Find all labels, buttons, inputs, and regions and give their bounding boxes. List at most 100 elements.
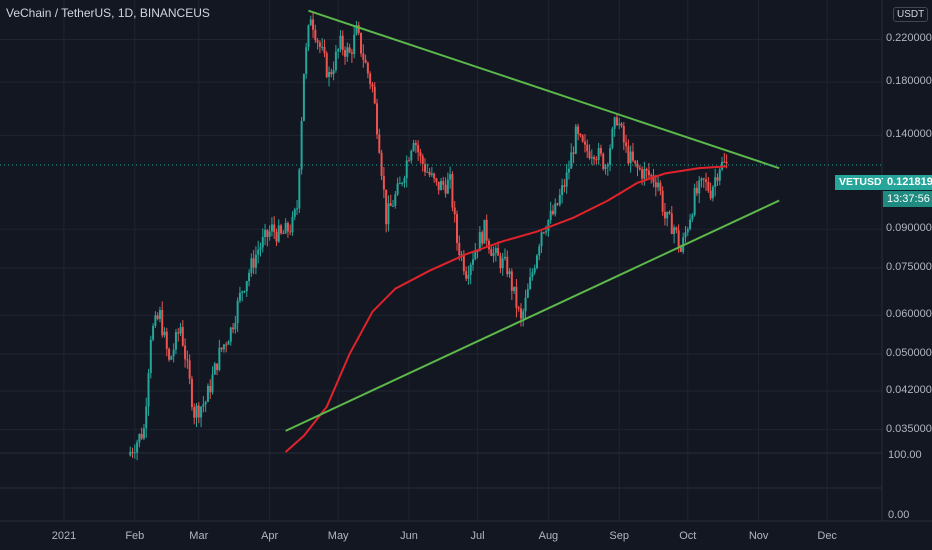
candle-body [382,176,385,190]
candle-body [396,183,399,195]
candle-body [291,216,294,233]
candle-body [533,268,536,273]
candle-body [499,255,502,269]
symbol-label: VETUSDT [835,175,893,190]
candle-body [280,225,283,234]
candle-body [161,310,164,336]
candle-body [570,152,573,169]
candle-body [417,145,420,153]
candle-body [476,250,479,252]
candle-body [707,181,710,191]
candle-body [129,451,132,456]
candle-body [643,168,646,179]
candle-body [561,185,564,195]
candle-body [321,46,324,48]
candle-body [357,25,360,33]
candle-body [478,232,481,252]
candle-body [238,292,241,301]
candle-body [385,189,388,225]
candle-body [631,151,634,161]
candle-body [545,231,548,233]
candle-body [204,401,207,405]
lower-pane-tick: 0.00 [888,509,910,521]
x-tick-label: Jun [400,530,418,542]
candle-body [695,187,698,194]
candle-body [647,170,650,176]
candle-body [652,175,655,183]
candle-body [136,442,139,453]
candle-body [508,271,511,275]
candle-body [284,223,287,234]
candle-body [225,344,228,346]
candle-body [574,126,577,154]
candle-body [609,148,612,165]
candle-body [264,229,267,237]
candle-body [565,172,568,187]
candle-body [433,173,436,179]
candle-body [693,187,696,215]
candle-body [579,133,582,136]
candle-body [650,175,653,177]
candle-body [389,203,392,207]
candle-body [522,311,525,319]
moving-average-line [284,165,727,453]
candle-body [725,162,728,164]
candle-body [193,407,196,418]
candle-body [714,177,717,187]
x-tick-label: Aug [538,530,559,542]
candle-body [419,152,422,157]
y-tick-label: 0.050000 [886,346,932,359]
candle-body [177,332,180,334]
candle-body [362,53,365,60]
candle-body [360,32,363,54]
candle-body [586,144,589,152]
candle-body [471,259,474,265]
candle-body [328,72,331,77]
x-tick-label: May [327,530,349,542]
upper-trendline [308,9,780,170]
candle-body [140,434,143,439]
candle-body [184,345,187,360]
candle-body [599,148,602,154]
candle-body [268,231,271,237]
candle-body [602,153,605,169]
candle-body [227,341,230,345]
candle-body [711,186,714,199]
candle-body [684,232,687,238]
candle-body [293,209,296,217]
candle-body [266,229,269,237]
candle-body [702,178,705,180]
candle-body [645,168,648,171]
candle-body [657,182,660,188]
candle-body [387,203,390,225]
candle-body [501,258,504,269]
candle-body [538,246,541,256]
y-tick-label: 0.075000 [886,260,932,273]
candle-body [410,150,413,161]
candle-body [147,373,150,407]
candle-body [330,72,333,75]
candle-body [222,344,225,350]
candle-body [273,224,276,233]
lower-pane-tick: 100.00 [888,449,922,461]
candle-body [483,219,486,244]
candle-body [421,156,424,165]
candle-body [455,214,458,243]
candle-body [380,152,383,177]
candle-body [549,210,552,220]
y-tick-label: 0.060000 [886,308,932,321]
candle-body [200,406,203,418]
y-tick-label: 0.220000 [886,32,932,45]
currency-badge[interactable]: USDT [893,7,929,22]
x-tick-label: Feb [125,530,145,542]
candle-body [412,142,415,151]
candle-body [716,177,719,181]
candle-body [236,300,239,324]
candle-body [341,35,344,51]
candle-body [179,327,182,334]
candle-body [348,47,351,53]
candle-body [252,258,255,268]
candle-body [307,25,310,48]
y-tick-label: 0.042000 [886,383,932,396]
